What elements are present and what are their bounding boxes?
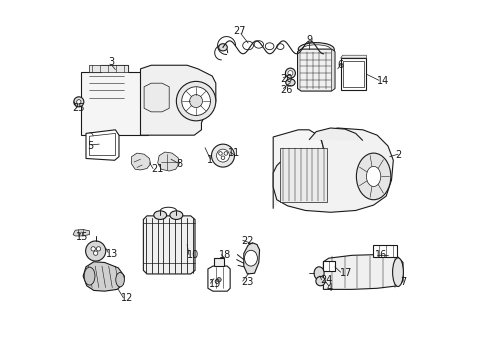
Polygon shape [86, 130, 119, 160]
Ellipse shape [254, 41, 263, 48]
Polygon shape [89, 134, 115, 156]
Text: 7: 7 [400, 277, 406, 287]
Ellipse shape [176, 81, 215, 121]
Ellipse shape [169, 211, 183, 220]
Text: 1: 1 [206, 155, 213, 165]
Ellipse shape [93, 251, 98, 255]
Polygon shape [308, 128, 362, 140]
Polygon shape [83, 262, 124, 291]
Polygon shape [73, 229, 89, 236]
Ellipse shape [366, 166, 380, 186]
Polygon shape [207, 266, 230, 291]
Text: 11: 11 [228, 148, 240, 158]
Text: 12: 12 [121, 293, 133, 303]
Polygon shape [88, 65, 128, 72]
Ellipse shape [313, 267, 324, 280]
Polygon shape [273, 130, 323, 209]
Polygon shape [297, 49, 334, 91]
Polygon shape [273, 128, 392, 212]
Text: 5: 5 [86, 141, 93, 151]
Text: 8: 8 [176, 159, 182, 169]
Text: 23: 23 [241, 277, 253, 287]
Text: 18: 18 [219, 250, 231, 260]
Ellipse shape [116, 273, 124, 287]
Text: 10: 10 [187, 250, 199, 260]
Ellipse shape [285, 79, 294, 86]
Ellipse shape [153, 211, 166, 220]
Text: 9: 9 [305, 35, 311, 45]
Text: 17: 17 [339, 268, 351, 278]
Ellipse shape [189, 95, 202, 108]
Polygon shape [144, 83, 169, 112]
Text: 22: 22 [241, 236, 253, 246]
Text: 2: 2 [394, 150, 401, 160]
Ellipse shape [221, 156, 224, 159]
Ellipse shape [276, 44, 284, 49]
Text: 14: 14 [376, 76, 388, 86]
Polygon shape [340, 55, 366, 58]
Ellipse shape [84, 267, 95, 285]
Text: 15: 15 [76, 232, 88, 242]
Ellipse shape [301, 45, 330, 53]
Text: 26: 26 [280, 85, 292, 95]
Text: 20: 20 [280, 74, 292, 84]
Bar [280, 148, 326, 202]
Polygon shape [323, 255, 402, 289]
Ellipse shape [218, 44, 227, 51]
Ellipse shape [315, 276, 325, 286]
Text: 25: 25 [72, 103, 85, 113]
Ellipse shape [85, 241, 105, 261]
Text: 21: 21 [151, 164, 163, 174]
Bar [340, 58, 366, 90]
Polygon shape [131, 153, 150, 170]
Bar [372, 244, 396, 257]
Ellipse shape [217, 278, 221, 282]
Text: 13: 13 [106, 248, 119, 258]
Ellipse shape [287, 71, 292, 76]
Text: 4: 4 [326, 283, 332, 293]
Bar [323, 261, 334, 271]
Polygon shape [81, 65, 147, 135]
Ellipse shape [224, 152, 227, 155]
Ellipse shape [242, 41, 253, 50]
Text: 6: 6 [337, 60, 343, 70]
Ellipse shape [356, 153, 390, 200]
Text: 3: 3 [108, 57, 115, 67]
Ellipse shape [96, 247, 101, 251]
Ellipse shape [298, 42, 333, 55]
Ellipse shape [285, 68, 295, 78]
Polygon shape [158, 152, 179, 171]
Ellipse shape [91, 247, 95, 251]
Ellipse shape [218, 152, 222, 155]
Ellipse shape [244, 250, 257, 266]
Polygon shape [244, 243, 259, 274]
Ellipse shape [216, 149, 229, 162]
Bar [214, 258, 224, 266]
Polygon shape [330, 49, 334, 91]
Text: 19: 19 [208, 279, 221, 289]
Ellipse shape [392, 258, 403, 287]
Ellipse shape [74, 97, 83, 107]
Ellipse shape [265, 43, 273, 50]
Polygon shape [143, 216, 195, 274]
Ellipse shape [314, 45, 325, 53]
Text: 24: 24 [319, 275, 331, 285]
Text: 16: 16 [375, 250, 387, 260]
Bar [342, 60, 364, 87]
Ellipse shape [211, 144, 234, 167]
Ellipse shape [182, 87, 210, 116]
Polygon shape [140, 65, 215, 135]
Ellipse shape [77, 100, 81, 104]
Text: 27: 27 [232, 26, 245, 36]
